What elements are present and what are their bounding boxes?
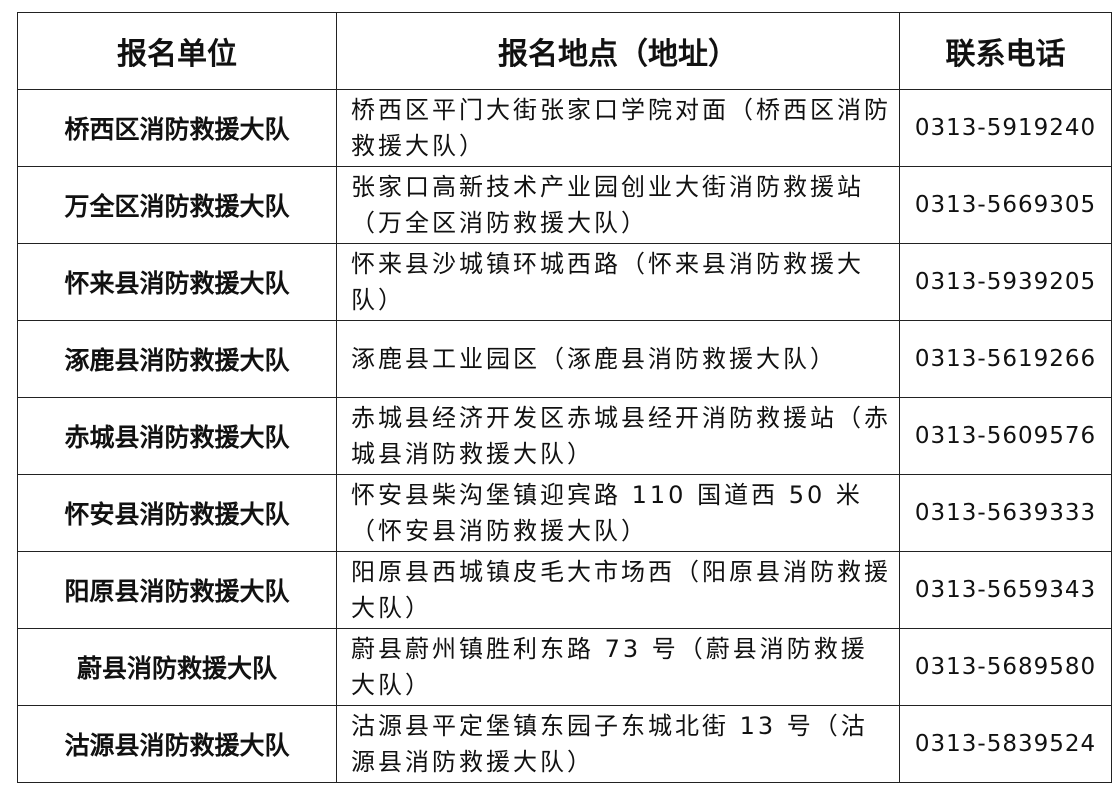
phone-cell: 0313-5609576	[899, 397, 1112, 475]
address-cell: 怀来县沙城镇环城西路（怀来县消防救援大队）	[336, 243, 900, 321]
phone-cell: 0313-5659343	[899, 551, 1112, 629]
address-cell: 桥西区平门大街张家口学院对面（桥西区消防救援大队）	[336, 89, 900, 167]
unit-cell: 怀安县消防救援大队	[17, 474, 337, 552]
unit-cell: 沽源县消防救援大队	[17, 705, 337, 783]
address-cell: 张家口高新技术产业园创业大街消防救援站（万全区消防救援大队）	[336, 166, 900, 244]
table-row: 阳原县消防救援大队 阳原县西城镇皮毛大市场西（阳原县消防救援大队） 0313-565…	[17, 551, 1112, 629]
unit-cell: 桥西区消防救援大队	[17, 89, 337, 167]
unit-cell: 阳原县消防救援大队	[17, 551, 337, 629]
table-row: 蔚县消防救援大队 蔚县蔚州镇胜利东路 73 号（蔚县消防救援大队） 0313-568…	[17, 628, 1112, 706]
table-row: 万全区消防救援大队 张家口高新技术产业园创业大街消防救援站（万全区消防救援大队） 0…	[17, 166, 1112, 244]
header-address: 报名地点（地址）	[336, 12, 900, 90]
unit-cell: 涿鹿县消防救援大队	[17, 320, 337, 398]
header-phone: 联系电话	[899, 12, 1112, 90]
header-row: 报名单位 报名地点（地址） 联系电话	[17, 12, 1112, 90]
phone-cell: 0313-5939205	[899, 243, 1112, 321]
table-row: 沽源县消防救援大队 沽源县平定堡镇东园子东城北街 13 号（沽源县消防救援大队） 0…	[17, 705, 1112, 783]
phone-cell: 0313-5919240	[899, 89, 1112, 167]
table-row: 赤城县消防救援大队 赤城县经济开发区赤城县经开消防救援站（赤城县消防救援大队） 03…	[17, 397, 1112, 475]
unit-cell: 万全区消防救援大队	[17, 166, 337, 244]
phone-cell: 0313-5689580	[899, 628, 1112, 706]
table-row: 桥西区消防救援大队 桥西区平门大街张家口学院对面（桥西区消防救援大队） 0313-5…	[17, 89, 1112, 167]
address-cell: 沽源县平定堡镇东园子东城北街 13 号（沽源县消防救援大队）	[336, 705, 900, 783]
address-cell: 怀安县柴沟堡镇迎宾路 110 国道西 50 米（怀安县消防救援大队）	[336, 474, 900, 552]
table-row: 涿鹿县消防救援大队 涿鹿县工业园区（涿鹿县消防救援大队） 0313-5619266	[17, 320, 1112, 398]
header-unit: 报名单位	[17, 12, 337, 90]
unit-cell: 怀来县消防救援大队	[17, 243, 337, 321]
phone-cell: 0313-5669305	[899, 166, 1112, 244]
unit-cell: 赤城县消防救援大队	[17, 397, 337, 475]
address-cell: 涿鹿县工业园区（涿鹿县消防救援大队）	[336, 320, 900, 398]
table-row: 怀安县消防救援大队 怀安县柴沟堡镇迎宾路 110 国道西 50 米（怀安县消防救援…	[17, 474, 1112, 552]
unit-cell: 蔚县消防救援大队	[17, 628, 337, 706]
address-cell: 赤城县经济开发区赤城县经开消防救援站（赤城县消防救援大队）	[336, 397, 900, 475]
address-cell: 蔚县蔚州镇胜利东路 73 号（蔚县消防救援大队）	[336, 628, 900, 706]
table-row: 怀来县消防救援大队 怀来县沙城镇环城西路（怀来县消防救援大队） 0313-59392…	[17, 243, 1112, 321]
phone-cell: 0313-5639333	[899, 474, 1112, 552]
phone-cell: 0313-5619266	[899, 320, 1112, 398]
phone-cell: 0313-5839524	[899, 705, 1112, 783]
registration-table: 报名单位 报名地点（地址） 联系电话 桥西区消防救援大队 桥西区平门大街张家口学院…	[17, 12, 1112, 783]
address-cell: 阳原县西城镇皮毛大市场西（阳原县消防救援大队）	[336, 551, 900, 629]
